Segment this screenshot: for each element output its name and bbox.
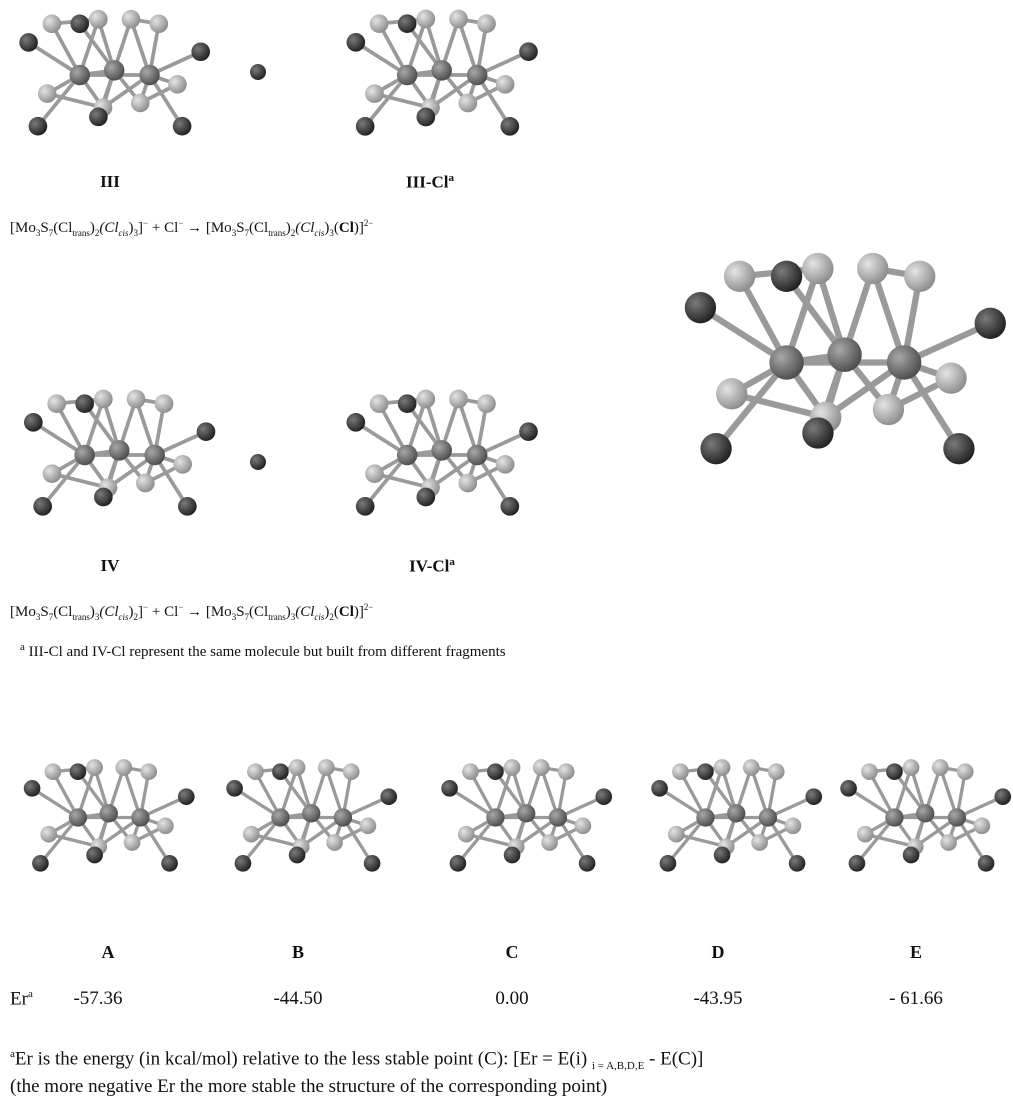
footnote: a III-Cl and IV-Cl represent the same mo… <box>20 636 550 663</box>
note-marker: a <box>28 988 33 1000</box>
equation-part: cis <box>119 228 129 238</box>
footnote: (the more negative Er the more stable th… <box>10 1076 607 1098</box>
point-label: C <box>506 942 519 963</box>
structure-label: IV-Cla <box>409 556 455 577</box>
note-marker: a <box>449 172 455 184</box>
molecule <box>226 759 397 872</box>
equation-part: → [Mo <box>183 220 231 236</box>
note-text: - E(C)] <box>649 1048 703 1069</box>
equation-part: + Cl <box>148 220 178 236</box>
equation-part: Cl <box>104 604 118 620</box>
equation-part: [Mo <box>10 604 36 620</box>
energy-value: -57.36 <box>73 988 122 1010</box>
molecule <box>685 253 1006 464</box>
equation-part: trans <box>72 612 90 622</box>
equation-part: (Cl <box>53 604 72 620</box>
molecule <box>441 759 612 872</box>
equation-part: cis <box>314 612 324 622</box>
note-marker: a <box>20 641 25 653</box>
equation-part: )] <box>354 220 364 236</box>
equation-part: 2− <box>364 218 374 228</box>
point-label: D <box>712 942 725 963</box>
energy-value: -44.50 <box>273 988 322 1010</box>
row-label: Era <box>10 988 33 1010</box>
molecule <box>19 10 210 136</box>
equation-part: S <box>236 604 244 620</box>
equation-part: trans <box>268 228 286 238</box>
equation-part: → [Mo <box>183 604 231 620</box>
molecule <box>24 390 215 516</box>
equation-part: Cl <box>300 604 314 620</box>
note-subscript: i = A,B,D,E <box>592 1060 644 1072</box>
equation-part: Cl <box>339 604 354 620</box>
point-label: A <box>102 942 115 963</box>
structure-label: III-Cla <box>406 172 454 193</box>
equation-part: trans <box>268 612 286 622</box>
molecule <box>840 759 1011 872</box>
chloride <box>250 64 266 80</box>
energy-value: - 61.66 <box>889 988 943 1010</box>
equation-part: 2− <box>364 602 374 612</box>
energy-value: 0.00 <box>495 988 528 1010</box>
structure-label: IV <box>101 556 120 576</box>
equation-part: cis <box>119 612 129 622</box>
equation-part: S <box>236 220 244 236</box>
equation-part: S <box>40 220 48 236</box>
equation-part: trans <box>72 228 90 238</box>
chloride <box>250 454 266 470</box>
equation-part: (Cl <box>249 604 268 620</box>
equation-part: Cl <box>339 220 354 236</box>
point-label: E <box>910 942 922 963</box>
equation-part: Cl <box>104 220 118 236</box>
equation: [Mo3S7(Cltrans)2(Clcis)3]− + Cl− → [Mo3S… <box>10 218 373 238</box>
molecule <box>347 10 538 136</box>
equation-part: S <box>40 604 48 620</box>
equation: [Mo3S7(Cltrans)3(Clcis)2]− + Cl− → [Mo3S… <box>10 602 373 622</box>
point-label: B <box>292 942 304 963</box>
equation-part: (Cl <box>53 220 72 236</box>
label-text: IV-Cl <box>409 557 449 576</box>
equation-part: + Cl <box>148 604 178 620</box>
structure-label: III <box>100 172 120 192</box>
equation-part: Cl <box>300 220 314 236</box>
equation-part: [Mo <box>10 220 36 236</box>
equation-part: )] <box>354 604 364 620</box>
footnote: aEr is the energy (in kcal/mol) relative… <box>10 1048 703 1072</box>
molecule <box>651 759 822 872</box>
figure: III III-Cla [Mo3S7(Cltrans)2(Clcis)3]− +… <box>0 0 1013 1117</box>
equation-part: (Cl <box>249 220 268 236</box>
equation-part: cis <box>314 228 324 238</box>
label-text: III-Cl <box>406 173 449 192</box>
energy-value: -43.95 <box>693 988 742 1010</box>
note-marker: a <box>449 556 455 568</box>
note-text: III-Cl and IV-Cl represent the same mole… <box>29 644 506 660</box>
note-text: Er is the energy (in kcal/mol) relative … <box>15 1048 587 1069</box>
molecule <box>24 759 195 872</box>
molecule <box>347 390 538 516</box>
row-label-text: Er <box>10 988 28 1009</box>
